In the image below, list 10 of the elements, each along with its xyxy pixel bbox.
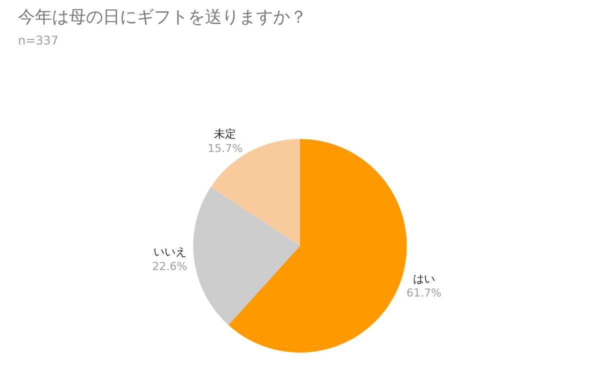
- data-label: 15.7%: [208, 142, 243, 155]
- slice-label: 未定: [214, 127, 236, 140]
- slice-label: いいえ: [153, 246, 186, 259]
- slice-label: はい: [412, 272, 435, 286]
- data-label: 22.6%: [152, 260, 188, 274]
- chart-title: 今年は母の日にギフトを送りますか？: [18, 7, 307, 28]
- text: n=337: [18, 33, 59, 48]
- data-label: 61.7%: [406, 286, 442, 300]
- pie-slice: [210, 139, 300, 246]
- pie-slice: [193, 186, 300, 325]
